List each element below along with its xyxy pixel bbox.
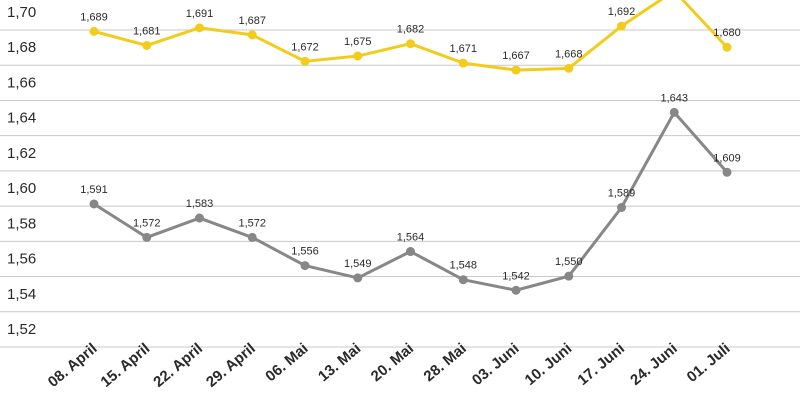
y-tick-label: 1,54 bbox=[7, 286, 36, 303]
data-label: 1,668 bbox=[555, 48, 583, 60]
yellow-series-point bbox=[617, 21, 626, 31]
data-label: 1,687 bbox=[238, 15, 266, 27]
gray-series-point bbox=[458, 275, 468, 285]
grid-layer bbox=[0, 29, 800, 348]
gray-series-point bbox=[406, 247, 415, 257]
gray-series-point bbox=[300, 261, 310, 271]
yellow-series-point bbox=[722, 42, 732, 52]
y-tick-label: 1,66 bbox=[7, 74, 36, 91]
yellow-series-point bbox=[300, 56, 310, 66]
y-tick-label: 1,58 bbox=[7, 215, 36, 232]
y-tick-label: 1,70 bbox=[7, 4, 36, 21]
y-tick-label: 1,62 bbox=[7, 145, 36, 162]
data-label: 1,692 bbox=[608, 6, 636, 18]
gray-series-point bbox=[722, 167, 732, 177]
yellow-series-point bbox=[247, 30, 257, 40]
gray-series-point bbox=[89, 199, 99, 209]
data-label: 1,671 bbox=[449, 43, 477, 55]
gray-series-point bbox=[353, 273, 363, 283]
x-tick-label: 08. April bbox=[45, 340, 101, 391]
y-axis-ticks: 1,70 1,68 1,66 1,64 1,62 1,60 1,58 1,56 1,54 1,52 bbox=[7, 4, 36, 338]
data-label: 1,643 bbox=[660, 92, 688, 104]
data-label: 1,667 bbox=[502, 50, 530, 62]
data-label: 1,583 bbox=[186, 198, 214, 210]
data-label: 1,564 bbox=[397, 232, 425, 244]
yellow-series-point bbox=[458, 58, 468, 68]
gray-series-point bbox=[617, 202, 626, 212]
yellow-series-point bbox=[89, 26, 99, 36]
data-label: 1,675 bbox=[344, 36, 372, 48]
x-tick-label: 29. April bbox=[203, 340, 259, 391]
yellow-series-point bbox=[353, 51, 363, 61]
x-tick-label: 15. April bbox=[97, 340, 153, 391]
yellow-series-point bbox=[406, 39, 415, 49]
gray-series-point bbox=[142, 232, 152, 242]
data-label: 1,681 bbox=[133, 25, 161, 37]
data-label: 1,542 bbox=[502, 270, 530, 282]
y-tick-label: 1,56 bbox=[7, 251, 36, 268]
data-label: 1,591 bbox=[80, 184, 108, 196]
y-tick-label: 1,52 bbox=[7, 321, 36, 338]
yellow-series-point bbox=[142, 40, 152, 50]
data-label: 1,691 bbox=[186, 8, 214, 20]
data-label: 1,549 bbox=[344, 258, 372, 270]
data-label: 1,556 bbox=[291, 246, 319, 258]
x-tick-label: 22. April bbox=[150, 340, 206, 391]
data-label: 1,680 bbox=[713, 27, 741, 39]
data-label: 1,682 bbox=[397, 24, 425, 36]
data-label: 1,548 bbox=[449, 260, 477, 272]
gray-series-point bbox=[511, 285, 521, 295]
data-label: 1,589 bbox=[608, 187, 636, 199]
y-tick-label: 1,68 bbox=[7, 39, 36, 56]
data-label: 1,572 bbox=[238, 217, 266, 229]
data-label: 1,609 bbox=[713, 152, 741, 164]
y-tick-label: 1,64 bbox=[7, 110, 36, 127]
gray-series-point bbox=[247, 232, 257, 242]
yellow-series-point bbox=[511, 65, 521, 75]
data-label: 1,672 bbox=[291, 41, 319, 53]
yellow-series-point bbox=[195, 23, 204, 33]
data-label: 1,572 bbox=[133, 217, 161, 229]
gray-series-point bbox=[564, 271, 574, 281]
series-layer bbox=[89, 0, 732, 295]
data-label: 1,550 bbox=[555, 256, 583, 268]
gray-series-point bbox=[669, 107, 679, 117]
data-labels: 1,689 1,681 1,691 1,687 1,672 1,675 1,682 1,671… bbox=[80, 6, 741, 282]
data-label: 1,689 bbox=[80, 11, 108, 23]
gray-series-point bbox=[195, 213, 204, 223]
y-tick-label: 1,60 bbox=[7, 180, 36, 197]
yellow-series-point bbox=[564, 63, 574, 73]
